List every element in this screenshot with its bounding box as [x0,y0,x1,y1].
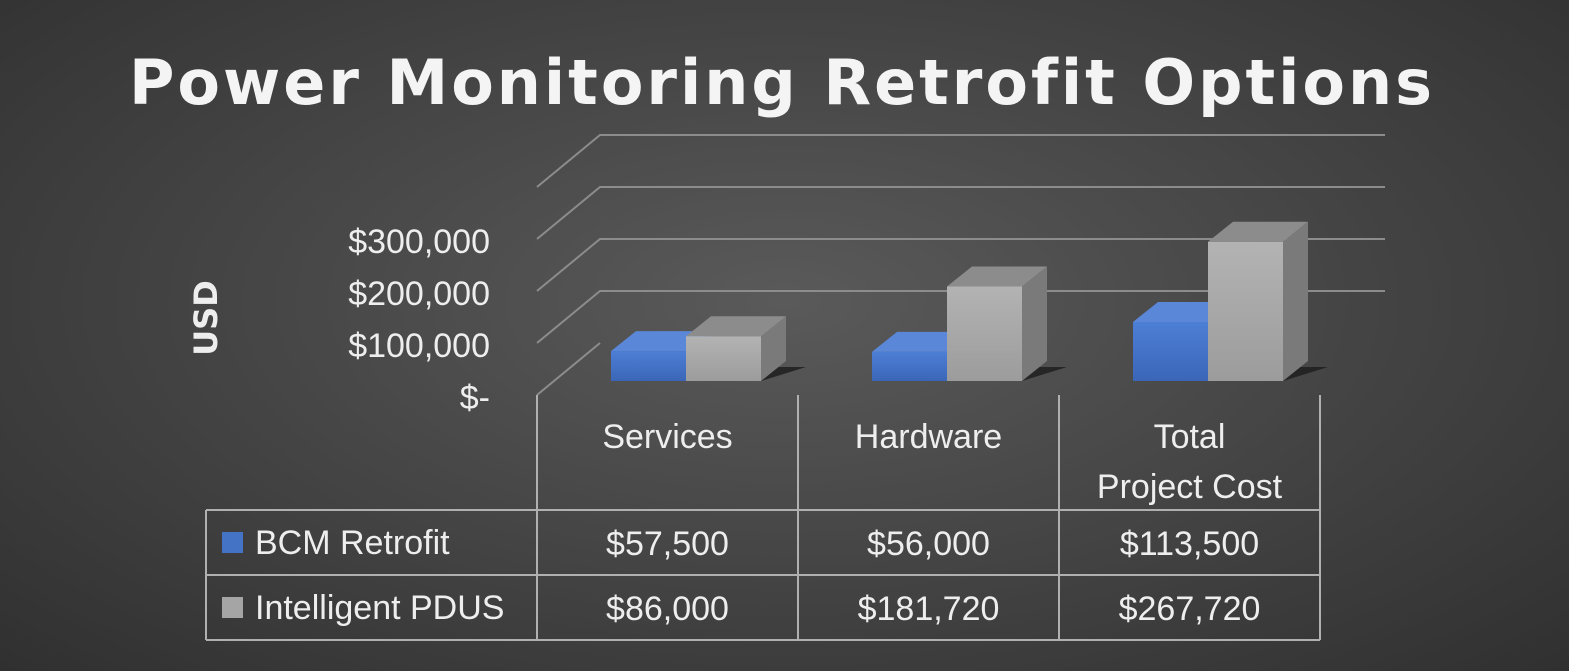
bar-bcm-retrofit [872,351,947,381]
legend-swatch [222,597,243,618]
y-tick-label: $100,000 [348,327,490,365]
legend-swatch [222,532,243,553]
bar-top-intelligent-pdus [686,316,786,337]
gridline [536,290,1385,344]
bar-intelligent-pdus [1208,241,1283,381]
bar-intelligent-pdus [686,336,761,381]
chart-title: Power Monitoring Retrofit Options [129,46,1435,119]
y-tick-label: $- [460,379,490,417]
gridline-top [536,134,1385,188]
bar-bcm-retrofit [611,351,686,381]
data-table: Services Hardware Total Project Cost BCM Ret… [205,395,1321,641]
gridline [536,238,1385,292]
bar-top-intelligent-pdus [947,266,1047,287]
y-axis-ticks: $- $100,000 $200,000 $300,000 [348,223,490,417]
bar-side-intelligent-pdus [1283,221,1308,381]
y-tick-label: $200,000 [348,275,490,313]
bar-intelligent-pdus [947,286,1022,381]
gridline [536,186,1385,240]
bars [611,221,1328,381]
x-category-label: Hardware [855,418,1002,456]
x-category-label-line2: Project Cost [1097,468,1283,506]
legend-label: BCM Retrofit [255,524,450,562]
y-tick-label: $300,000 [348,223,490,261]
bar-top-intelligent-pdus [1208,221,1308,242]
bar-side-intelligent-pdus [1022,266,1047,381]
x-category-label: Total [1154,418,1226,456]
x-category-label: Services [602,418,732,456]
gridline-base [536,342,601,396]
y-axis-title: USD [187,280,225,356]
data-label: $181,720 [858,590,1000,628]
data-label: $56,000 [867,525,990,563]
legend-label: Intelligent PDUS [255,589,504,627]
data-label: $113,500 [1120,525,1259,563]
data-label: $267,720 [1119,590,1261,628]
bar-side-intelligent-pdus [761,316,786,381]
gridlines [536,134,1385,396]
bar-bcm-retrofit [1133,321,1208,381]
data-label: $57,500 [606,525,729,563]
data-label: $86,000 [606,590,729,628]
